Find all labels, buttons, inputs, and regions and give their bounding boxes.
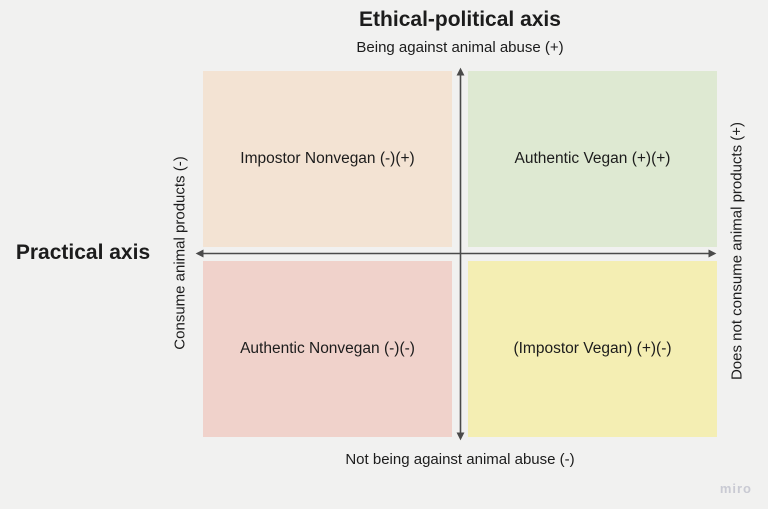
- right-axis-label: Does not consume animal products (+): [728, 121, 746, 381]
- quadrant-authentic-vegan: Authentic Vegan (+)(+): [468, 71, 717, 247]
- practical-axis-title: Practical axis: [15, 241, 151, 264]
- ethical-political-axis-title: Ethical-political axis: [359, 8, 561, 31]
- miro-watermark: miro: [719, 481, 752, 496]
- quadrant-label: Authentic Nonvegan (-)(-): [240, 340, 415, 357]
- quadrant-label: Impostor Nonvegan (-)(+): [240, 150, 415, 167]
- quadrant-impostor-nonvegan: Impostor Nonvegan (-)(+): [203, 71, 452, 247]
- quadrant-authentic-nonvegan: Authentic Nonvegan (-)(-): [203, 261, 452, 437]
- quadrant-label: Authentic Vegan (+)(+): [514, 150, 671, 167]
- quadrant-label: (Impostor Vegan) (+)(-): [513, 340, 672, 357]
- bottom-axis-label: Not being against animal abuse (-): [345, 451, 575, 468]
- top-axis-label: Being against animal abuse (+): [356, 39, 564, 56]
- left-axis-label: Consume animal products (-): [171, 156, 189, 350]
- quadrant-impostor-vegan: (Impostor Vegan) (+)(-): [468, 261, 717, 437]
